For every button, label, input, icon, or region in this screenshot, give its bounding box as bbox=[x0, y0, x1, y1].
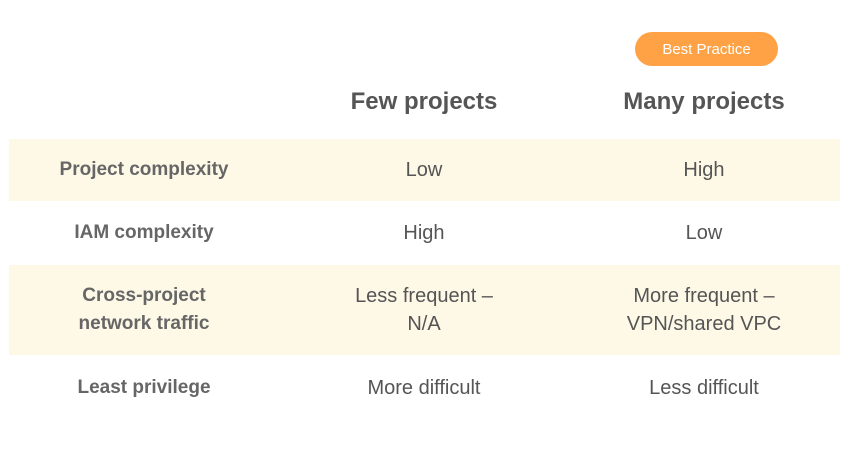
cell-many-projects: Low bbox=[685, 222, 723, 244]
row-label: Project complexity bbox=[59, 159, 229, 180]
cell-few-projects: Less frequent – N/A bbox=[355, 285, 493, 335]
table-row-iam-complexity: IAM complexity High Low bbox=[9, 201, 840, 265]
column-header-few-projects: Few projects bbox=[350, 88, 498, 115]
cell-many-projects: High bbox=[683, 159, 725, 181]
cell-few-projects: More difficult bbox=[367, 377, 481, 399]
column-header-many-projects: Many projects bbox=[623, 88, 785, 115]
table-row-least-privilege: Least privilege More difficult Less diff… bbox=[9, 355, 840, 421]
cell-many-projects: Less difficult bbox=[649, 377, 759, 399]
row-label: IAM complexity bbox=[74, 222, 214, 243]
row-label: Least privilege bbox=[77, 377, 211, 398]
table-row-cross-project-network-traffic: Cross-project network traffic Less freque… bbox=[9, 265, 840, 355]
table-row-project-complexity: Project complexity Low High bbox=[9, 139, 840, 201]
best-practice-badge: Best Practice bbox=[635, 32, 778, 66]
cell-many-projects: More frequent – VPN/shared VPC bbox=[626, 285, 782, 335]
row-label: Cross-project network traffic bbox=[78, 285, 210, 334]
cell-few-projects: High bbox=[403, 222, 445, 244]
cell-few-projects: Low bbox=[405, 159, 443, 181]
